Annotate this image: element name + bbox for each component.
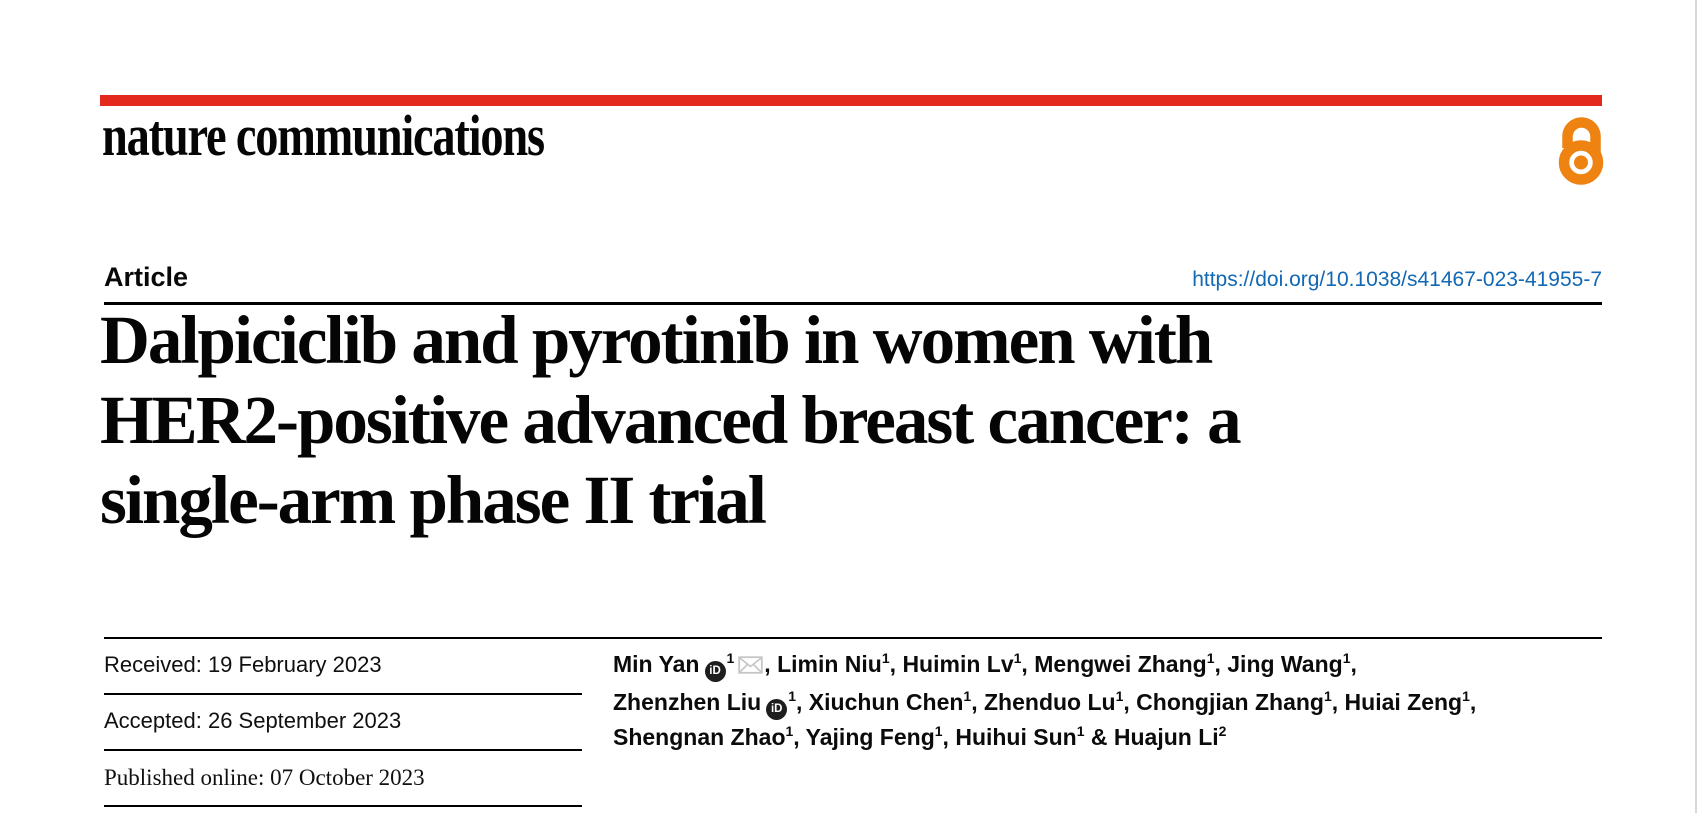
author-affiliation-superscript: 2 — [1218, 723, 1227, 740]
author-affiliation-superscript: 1 — [785, 723, 794, 740]
author-name: Shengnan Zhao — [613, 724, 786, 751]
author-affiliation-superscript: 1 — [1115, 687, 1124, 704]
envelope-icon[interactable] — [738, 649, 763, 685]
open-access-icon — [1558, 117, 1604, 185]
article-title-line: HER2-positive advanced breast cancer: a — [100, 382, 1242, 458]
author-line: Zhenzhen Liu iD1, Xiuchun Chen1, Zhenduo … — [613, 685, 1623, 721]
author-name: Limin Niu — [777, 651, 882, 677]
article-type-label: Article — [104, 262, 189, 292]
author-affiliation-superscript: 1 — [1206, 650, 1215, 666]
dates-panel: Received: 19 February 2023 Accepted: 26 … — [104, 639, 582, 807]
author-name: Huimin Lv — [902, 651, 1014, 677]
author-affiliation-superscript: 1 — [1342, 650, 1351, 666]
author-line: Min Yan iD1, Limin Niu1, Huimin Lv1, Meng… — [613, 647, 1623, 685]
author-name: Huiai Zeng — [1344, 688, 1463, 715]
article-title: Dalpiciclib and pyrotinib in women with … — [100, 300, 1620, 540]
author-affiliation-superscript: 1 — [934, 723, 943, 740]
author-name: Jing Wang — [1227, 651, 1343, 677]
author-name: Mengwei Zhang — [1034, 651, 1207, 677]
author-name: Yajing Feng — [805, 724, 935, 751]
author-name: Huajun Li — [1113, 724, 1219, 751]
header-divider — [104, 302, 1602, 305]
author-affiliation-superscript: 1 — [881, 650, 890, 666]
orcid-icon[interactable]: iD — [704, 661, 726, 682]
page-edge-divider — [1695, 0, 1697, 813]
orcid-icon[interactable]: iD — [766, 698, 788, 720]
author-line: Shengnan Zhao1, Yajing Feng1, Huihui Sun… — [613, 723, 1227, 751]
author-affiliation-superscript: 1 — [963, 687, 972, 704]
author-name: Zhenduo Lu — [984, 688, 1116, 715]
author-name: Zhenzhen Liu — [613, 688, 762, 715]
author-affiliation-superscript: 1 — [1076, 723, 1085, 740]
brand-color-bar — [100, 95, 1602, 106]
author-list: Min Yan iD1, Limin Niu1, Huimin Lv1, Meng… — [613, 647, 1623, 756]
info-divider — [104, 637, 1602, 639]
doi-link[interactable]: https://doi.org/10.1038/s41467-023-41955… — [1192, 268, 1602, 291]
journal-logo: nature communications — [102, 103, 545, 168]
author-name: Min Yan — [613, 651, 700, 677]
author-affiliation-superscript: 1 — [1013, 650, 1022, 666]
received-date: Received: 19 February 2023 — [104, 639, 582, 695]
author-affiliation-superscript: 1 — [1323, 687, 1332, 704]
author-name: Xiuchun Chen — [808, 688, 964, 715]
article-title-line: single-arm phase II trial — [100, 462, 767, 538]
author-affiliation-superscript: 1 — [788, 687, 797, 704]
accepted-date: Accepted: 26 September 2023 — [104, 695, 582, 751]
author-affiliation-superscript: 1 — [1462, 687, 1470, 704]
author-name: Chongjian Zhang — [1136, 688, 1324, 715]
published-date: Published online: 07 October 2023 — [104, 751, 582, 807]
article-title-line: Dalpiciclib and pyrotinib in women with — [100, 302, 1213, 378]
author-affiliation-superscript: 1 — [726, 650, 735, 666]
author-name: Huihui Sun — [955, 724, 1077, 751]
